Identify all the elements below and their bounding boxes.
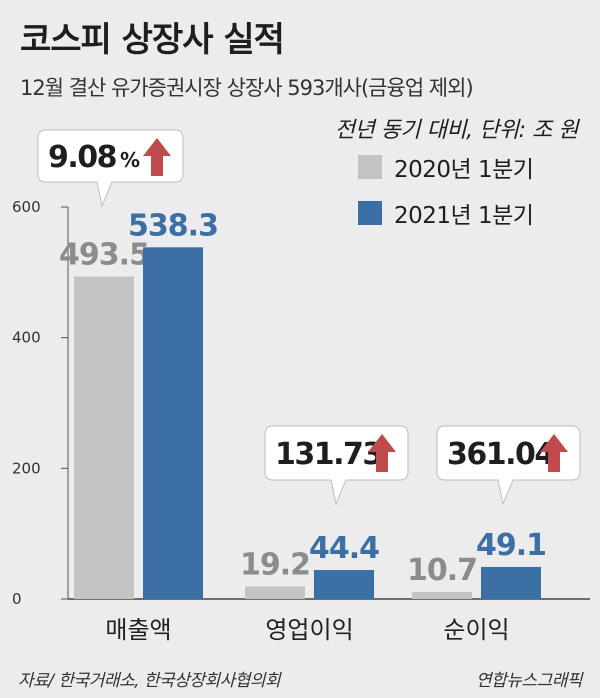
category-label-1: 영업이익 (265, 616, 353, 644)
y-tick-label: 600 (12, 198, 41, 216)
legend-swatch-2020 (358, 155, 382, 179)
legend-label-2020: 2020년 1분기 (394, 157, 534, 183)
data-label-2020-1: 19.2 (240, 547, 310, 582)
growth-value-1: 131.73 (275, 437, 382, 472)
data-label-2020-0: 493.5 (59, 238, 149, 273)
data-label-2020-2: 10.7 (407, 553, 477, 588)
unit-note: 전년 동기 대비, 단위: 조 원 (334, 118, 579, 143)
legend-item-2020: 2020년 1분기 (358, 155, 534, 183)
category-label-0: 매출액 (105, 616, 171, 644)
y-tick-label: 400 (12, 329, 41, 347)
growth-value-0: 9.08 (48, 140, 117, 175)
growth-bubble-0 (37, 129, 184, 208)
legend-item-2021: 2021년 1분기 (358, 201, 534, 229)
growth-value-2: 361.04 (447, 437, 554, 472)
category-label-2: 순이익 (443, 616, 509, 644)
data-label-2021-0: 538.3 (128, 208, 218, 243)
up-arrow-icon (540, 434, 568, 472)
data-label-2021-1: 44.4 (309, 531, 379, 566)
growth-suffix-0: % (120, 148, 140, 172)
y-tick-label: 200 (12, 459, 41, 477)
data-label-2021-2: 49.1 (476, 528, 546, 563)
chart-title: 코스피 상장사 실적 (20, 20, 285, 60)
growth-bubble-1 (264, 425, 409, 506)
legend: 2020년 1분기 2021년 1분기 (358, 155, 534, 247)
y-tick-label: 0 (12, 590, 22, 608)
chart-subtitle: 12월 결산 유가증권시장 상장사 593개사(금융업 제외) (20, 76, 474, 100)
legend-label-2021: 2021년 1분기 (394, 203, 534, 229)
bar-2020-0 (74, 276, 134, 599)
source-note: 자료/ 한국거래소, 한국상장회사협의회 (18, 671, 281, 691)
bar-2021-2 (481, 566, 541, 599)
bar-2021-1 (314, 569, 374, 599)
up-arrow-icon (143, 138, 171, 176)
bar-2020-1 (245, 586, 305, 599)
bar-2020-2 (412, 592, 472, 599)
bar-2021-0 (143, 247, 203, 599)
up-arrow-icon (368, 434, 396, 472)
growth-bubble-2 (436, 425, 581, 506)
legend-swatch-2021 (358, 201, 382, 225)
credit-note: 연합뉴스그래픽 (476, 671, 582, 691)
